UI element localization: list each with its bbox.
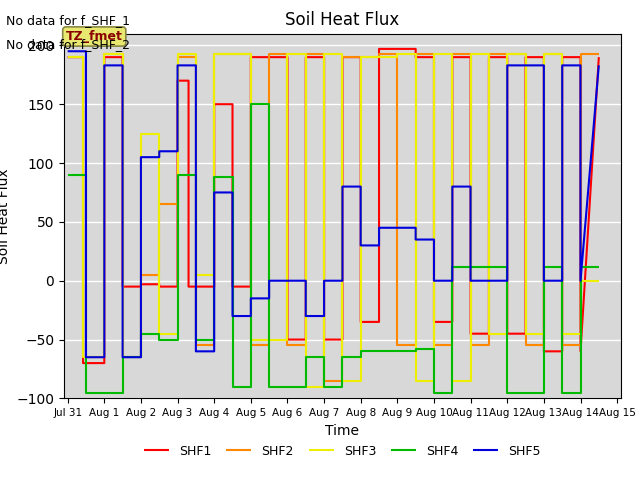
Text: TZ_fmet: TZ_fmet (66, 30, 123, 43)
Title: Soil Heat Flux: Soil Heat Flux (285, 11, 399, 29)
SHF3 (211, 272, 218, 278)
SHF4 (192, 336, 200, 342)
SHF2 (595, 51, 603, 57)
SHF1 (192, 284, 200, 289)
SHF3 (577, 331, 584, 336)
SHF2 (64, 54, 72, 60)
SHF4 (595, 264, 603, 269)
SHF5 (522, 62, 529, 68)
Line: SHF2: SHF2 (68, 54, 599, 381)
Text: No data for f_SHF_1: No data for f_SHF_1 (6, 14, 131, 27)
Y-axis label: Soil Heat Flux: Soil Heat Flux (0, 168, 11, 264)
SHF2 (577, 343, 584, 348)
SHF1 (228, 284, 236, 289)
Text: No data for f_SHF_2: No data for f_SHF_2 (6, 38, 131, 51)
SHF2 (522, 343, 529, 348)
SHF4 (247, 101, 255, 107)
SHF2 (211, 343, 218, 348)
SHF2 (192, 343, 200, 348)
SHF3 (100, 51, 108, 57)
SHF1 (79, 360, 87, 366)
SHF4 (467, 264, 474, 269)
SHF1 (375, 46, 383, 52)
SHF5 (467, 184, 474, 190)
Line: SHF5: SHF5 (68, 51, 599, 357)
SHF1 (173, 284, 181, 289)
X-axis label: Time: Time (325, 424, 360, 438)
SHF3 (192, 272, 200, 278)
SHF5 (82, 354, 90, 360)
SHF2 (467, 343, 474, 348)
SHF2 (100, 51, 108, 57)
SHF4 (430, 390, 438, 396)
SHF3 (302, 384, 310, 389)
SHF5 (64, 48, 72, 54)
SHF5 (430, 237, 438, 242)
SHF1 (211, 101, 218, 107)
SHF5 (577, 62, 584, 68)
SHF3 (430, 51, 438, 57)
SHF3 (522, 331, 529, 336)
SHF4 (577, 390, 584, 396)
SHF3 (64, 54, 72, 60)
Line: SHF1: SHF1 (68, 49, 599, 363)
SHF5 (192, 348, 200, 354)
SHF2 (320, 378, 328, 384)
SHF5 (211, 348, 218, 354)
SHF3 (595, 278, 603, 284)
SHF2 (430, 343, 438, 348)
Line: SHF3: SHF3 (68, 54, 599, 386)
SHF1 (412, 46, 419, 52)
SHF1 (595, 54, 603, 60)
SHF4 (522, 390, 529, 396)
Legend: SHF1, SHF2, SHF3, SHF4, SHF5: SHF1, SHF2, SHF3, SHF4, SHF5 (144, 445, 541, 458)
Line: SHF4: SHF4 (68, 104, 599, 393)
SHF4 (211, 336, 218, 342)
SHF5 (595, 62, 603, 68)
SHF1 (247, 284, 255, 289)
SHF1 (64, 54, 72, 60)
SHF3 (467, 51, 474, 57)
SHF4 (82, 390, 90, 396)
SHF4 (64, 172, 72, 178)
